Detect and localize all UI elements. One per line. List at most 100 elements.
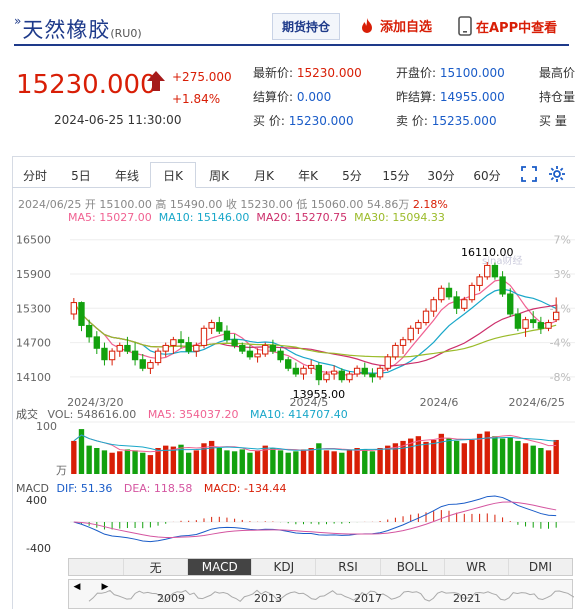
volume-bar [286, 453, 291, 474]
indicator-tab[interactable]: BOLL [380, 559, 444, 575]
volume-bar [339, 453, 344, 474]
volume-bar [109, 453, 114, 474]
volume-bar [86, 446, 91, 474]
info-open: 15100.00 [99, 198, 152, 211]
candle [416, 323, 421, 329]
tab-period[interactable]: 5分 [330, 162, 374, 188]
indicator-tab[interactable]: 无 [123, 559, 187, 575]
ma10-value: MA10: 15146.00 [159, 211, 250, 224]
candle [347, 374, 352, 380]
info-close: 15230.00 [240, 198, 293, 211]
vol-unit: 万 [56, 464, 67, 477]
add-watchlist-button[interactable]: 添加自选 [358, 16, 432, 35]
candle [446, 288, 451, 297]
view-in-app-button[interactable]: 在APP中查看 [458, 16, 557, 36]
info-volume: 54.86万 [367, 198, 410, 211]
candle [293, 368, 298, 374]
candle [400, 340, 405, 346]
fire-icon [358, 17, 376, 35]
volume-bar [209, 441, 214, 474]
ohlc-info: 2024/06/25 开 15100.00 高 15490.00 收 15230… [18, 196, 448, 212]
change-percent: +1.84% [172, 88, 232, 110]
vol-ma10: MA10: 414707.40 [250, 408, 348, 421]
candle [270, 345, 275, 351]
candle [523, 320, 528, 329]
tab-period[interactable]: 分时 [12, 162, 58, 188]
last-price: 15230.000 [16, 70, 157, 100]
candle [94, 337, 99, 348]
candle [393, 345, 398, 356]
volume-bar [462, 443, 467, 474]
date-tick: 2024/6/25 [509, 396, 565, 409]
candle [117, 345, 122, 351]
volume-bar [500, 439, 505, 474]
pct-tick: -4% [550, 337, 571, 350]
volume-bar [316, 443, 321, 474]
stat-value: 15230.000 [289, 114, 354, 128]
candle [224, 331, 229, 340]
candle [155, 351, 160, 362]
indicator-tab[interactable]: MACD [187, 559, 251, 575]
tab-period[interactable]: 日K [150, 162, 196, 188]
candle [232, 340, 237, 346]
indicator-tab[interactable]: DMI [508, 559, 572, 575]
fullscreen-icon[interactable] [520, 165, 538, 183]
indicator-tab[interactable]: KDJ [251, 559, 315, 575]
candle [331, 371, 336, 374]
indicator-tab[interactable]: WR [444, 559, 508, 575]
instrument-title: »天然橡胶(RU0) [14, 14, 142, 44]
volume-bar [224, 450, 229, 474]
up-arrow-icon [146, 70, 166, 92]
macd-legend: MACD DIF: 51.36 DEA: 118.58 MACD: -134.4… [16, 482, 286, 495]
volume-bar [531, 446, 536, 474]
tab-period[interactable]: 5日 [58, 162, 104, 188]
volume-bar [362, 449, 367, 474]
candle [316, 365, 321, 379]
futures-position-button[interactable]: 期货持仓 [272, 13, 340, 40]
price-tick: 14100 [16, 371, 51, 384]
volume-bar [132, 450, 137, 474]
indicator-tab[interactable]: RSI [315, 559, 379, 575]
stat-open: 开盘价: 15100.000 [396, 64, 505, 81]
candle [439, 288, 444, 299]
tab-period[interactable]: 15分 [374, 162, 418, 188]
candle [86, 325, 91, 336]
candle [163, 345, 168, 351]
info-pct: 2.18% [413, 198, 448, 211]
tab-period[interactable]: 月K [242, 162, 286, 188]
volume-bar [454, 441, 459, 474]
overview-year: 2021 [453, 592, 481, 605]
volume-bar [439, 434, 444, 474]
candle [431, 300, 436, 311]
candle [263, 345, 268, 354]
candle [247, 351, 252, 357]
macd-dif: DIF: 51.36 [56, 482, 112, 495]
candle [408, 328, 413, 339]
tab-period[interactable]: 年K [286, 162, 330, 188]
settings-icon[interactable] [548, 165, 566, 183]
candle [140, 360, 145, 369]
stat-value: 15235.000 [432, 114, 497, 128]
tab-period[interactable]: 30分 [418, 162, 464, 188]
stat-high: 最高价 [539, 64, 575, 81]
macd-value: MACD: -134.44 [204, 482, 287, 495]
tab-period[interactable]: 周K [196, 162, 242, 188]
candlestick-chart[interactable]: 16500 7% 15900 3% 15300 -1% 14700 -4% 14100 -8% si… [12, 224, 575, 560]
volume-bar [385, 446, 390, 474]
stat-label: 卖 价: [396, 114, 428, 128]
pct-tick: 3% [554, 268, 571, 281]
candle [255, 354, 260, 357]
candle [454, 297, 459, 308]
tab-period[interactable]: 年线 [104, 162, 150, 188]
candle [546, 323, 551, 329]
tab-period[interactable]: 60分 [464, 162, 510, 188]
volume-bar [194, 450, 199, 474]
instrument-code: (RU0) [110, 27, 141, 40]
price-change: +275.000 +1.84% [172, 66, 232, 110]
volume-bar [71, 441, 76, 474]
stat-value: 0.000 [297, 90, 331, 104]
stat-label: 最高价 [539, 66, 575, 80]
macd-label: MACD [16, 482, 49, 495]
candle [485, 265, 490, 276]
